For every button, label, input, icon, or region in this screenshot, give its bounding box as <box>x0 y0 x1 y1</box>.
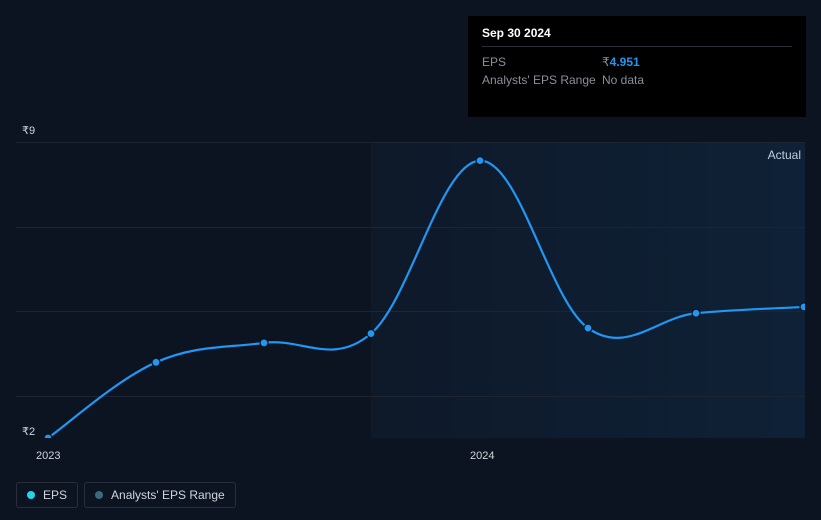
plot-area[interactable] <box>16 142 805 438</box>
x-axis-label: 2024 <box>470 450 494 462</box>
legend-label: Analysts' EPS Range <box>111 488 225 502</box>
tooltip-date: Sep 30 2024 <box>482 26 792 47</box>
tooltip-row-label: Analysts' EPS Range <box>482 73 602 87</box>
tooltip-row: Analysts' EPS Range No data <box>482 71 792 89</box>
legend-item-eps[interactable]: EPS <box>16 482 78 508</box>
eps-chart: Sep 30 2024 EPS ₹4.951 Analysts' EPS Ran… <box>0 0 821 520</box>
tooltip-row-value: ₹4.951 <box>602 55 640 69</box>
tooltip-row-label: EPS <box>482 55 602 69</box>
legend-marker-icon <box>95 491 103 499</box>
chart-legend: EPS Analysts' EPS Range <box>16 482 236 508</box>
chart-tooltip: Sep 30 2024 EPS ₹4.951 Analysts' EPS Ran… <box>468 16 806 117</box>
legend-marker-icon <box>27 491 35 499</box>
line-chart-svg <box>16 142 805 438</box>
legend-label: EPS <box>43 488 67 502</box>
tooltip-row-value: No data <box>602 73 644 87</box>
tooltip-row: EPS ₹4.951 <box>482 53 792 71</box>
legend-item-range[interactable]: Analysts' EPS Range <box>84 482 236 508</box>
y-axis-max-label: ₹9 <box>22 124 35 137</box>
x-axis-label: 2023 <box>36 450 60 462</box>
